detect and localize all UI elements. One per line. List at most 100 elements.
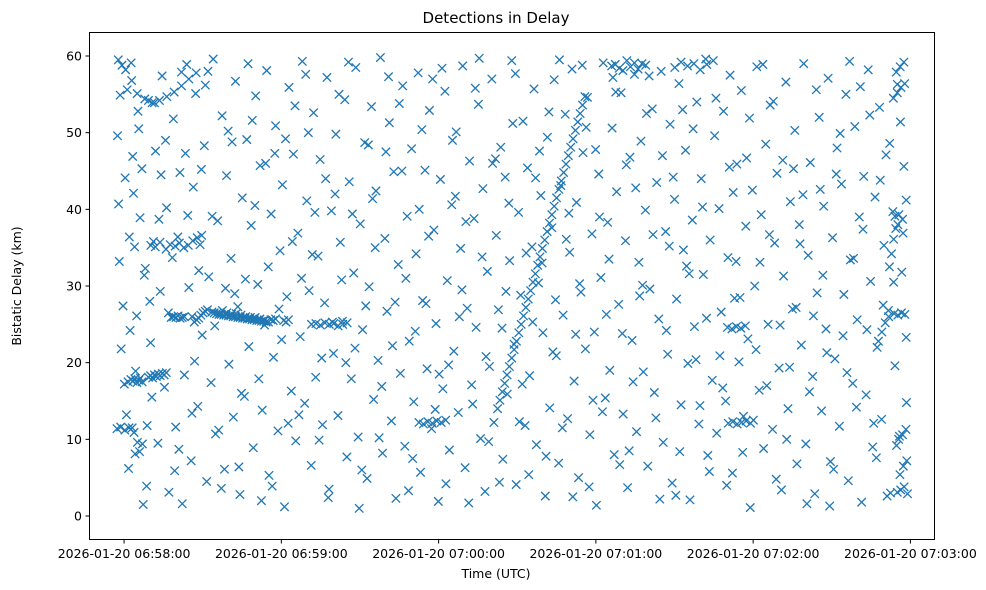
data-point [854,212,864,222]
data-point [696,174,706,184]
data-point [841,89,851,99]
data-point [549,75,559,85]
data-point [681,261,692,271]
data-point [140,94,150,104]
data-point [888,234,899,244]
data-point [533,260,543,270]
data-point [112,131,123,141]
data-point [253,279,263,290]
data-point [571,329,581,339]
data-point [641,108,652,119]
data-point [184,282,194,293]
data-point [669,194,680,205]
data-point [243,59,253,69]
data-point [513,207,524,218]
data-point [177,499,187,509]
data-point [361,301,371,311]
data-point [542,132,553,142]
data-point [400,441,410,451]
data-point [141,481,152,491]
data-point [671,294,682,304]
data-point [206,377,216,388]
data-point [256,496,267,506]
data-point [649,387,659,398]
data-point [698,269,709,280]
data-point [715,351,725,361]
data-point [835,128,845,139]
data-point [799,59,809,69]
data-point [558,167,569,178]
data-point [161,367,171,378]
data-point [525,285,536,296]
data-point [502,370,512,380]
data-point [816,406,827,416]
data-point [725,70,735,80]
data-point [414,204,424,214]
data-point [466,380,477,390]
data-point [631,427,642,437]
data-point [899,482,909,492]
data-point [137,164,147,174]
data-point [478,183,488,194]
data-point [585,430,595,440]
data-point [703,450,713,461]
data-point [875,175,885,185]
data-point [582,92,593,103]
data-point [568,134,578,144]
data-point [154,95,165,106]
data-point [790,125,800,136]
data-point [504,361,515,372]
data-point [850,121,860,132]
data-point [898,461,908,471]
data-point [494,477,505,487]
data-point [641,60,651,70]
data-point [865,276,876,287]
data-point [895,117,906,127]
data-point [637,280,648,290]
data-point [480,486,490,497]
data-point [869,418,879,428]
data-point [149,98,160,108]
data-point [522,163,533,173]
data-point [150,146,161,156]
data-point [137,377,147,387]
data-point [902,489,913,499]
data-point [210,321,220,331]
data-point [353,432,363,442]
data-point [182,59,192,70]
data-point [676,57,686,67]
data-point [888,93,899,103]
data-point [750,281,760,291]
data-point [317,353,327,363]
data-point [784,362,795,372]
data-point [723,252,733,263]
data-point [484,361,495,372]
data-point [625,152,635,162]
data-point [500,172,510,182]
data-point [551,193,562,203]
data-point [401,273,411,283]
data-point [852,315,862,325]
data-point [818,270,828,280]
data-point [845,255,856,265]
data-point [670,62,680,73]
data-point [648,229,658,240]
data-point [331,129,341,139]
data-point [147,392,157,402]
data-point [530,173,541,183]
data-point [691,354,701,365]
data-point [827,233,838,243]
y-tick-label: 50 [66,125,82,140]
data-point [608,72,618,83]
data-point [865,110,875,120]
data-point [335,237,345,247]
data-point [492,404,503,414]
data-point [346,374,356,384]
data-point [128,188,139,198]
data-point [377,448,388,458]
data-point [712,428,722,438]
data-point [498,454,508,464]
data-point [741,221,751,231]
data-point [130,366,141,376]
